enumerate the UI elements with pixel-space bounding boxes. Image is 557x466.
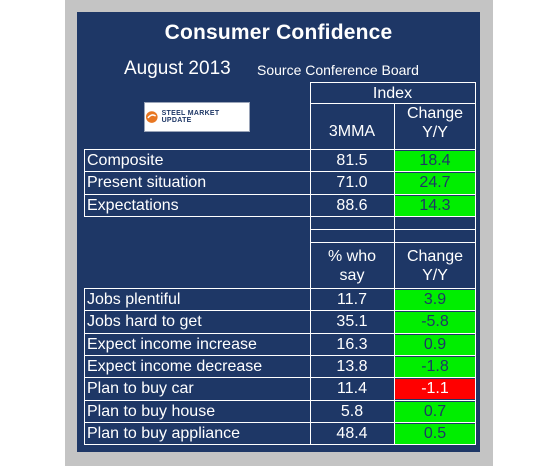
row-change: 0.9 [395, 334, 475, 355]
row-label: Jobs hard to get [87, 313, 202, 331]
row-label: Plan to buy car [87, 380, 194, 398]
grid-hline [84, 354, 475, 356]
row-label: Present situation [87, 174, 207, 192]
row-value: 16.3 [336, 335, 368, 353]
row-change: 24.7 [395, 173, 475, 194]
grid-vline [394, 103, 395, 217]
grid-hline [84, 171, 475, 173]
grid-hline [84, 421, 475, 423]
row-value: 5.8 [340, 402, 364, 420]
col-value-header-2: % who say [327, 248, 377, 284]
chart-date: August 2013 [124, 58, 231, 79]
row-label: Expect income decrease [87, 357, 263, 375]
row-label: Expectations [87, 196, 179, 214]
col-value-header-1: 3MMA [328, 123, 376, 140]
grid-hline [84, 215, 475, 217]
col-change-header-1: Change Y/Y [406, 105, 464, 141]
grid-hline [310, 103, 475, 104]
row-value: 11.4 [337, 380, 367, 398]
row-label: Composite [87, 152, 164, 169]
row-change: 0.7 [395, 401, 475, 422]
grid-hline [310, 242, 475, 243]
grid-hline [310, 228, 475, 230]
row-value: 35.1 [336, 313, 368, 331]
col-change-header-2: Change Y/Y [406, 248, 464, 284]
row-change: 14.3 [395, 195, 475, 216]
grid-vline [84, 288, 85, 446]
row-value: 11.7 [337, 291, 367, 308]
row-change: 18.4 [395, 151, 475, 172]
confidence-panel: Consumer Confidence August 2013 Source C… [77, 12, 480, 452]
grid-hline [84, 444, 475, 446]
grid-hline [84, 332, 475, 334]
grid-hline [84, 288, 475, 289]
row-change: 0.5 [395, 423, 475, 445]
grid-hline [84, 310, 475, 312]
grid-hline [84, 399, 475, 401]
grid-hline [84, 377, 475, 379]
row-label: Expect income increase [87, 335, 257, 353]
logo-text: STEEL MARKET UPDATE [161, 110, 220, 124]
row-change: -1.1 [395, 379, 475, 400]
chart-title: Consumer Confidence [164, 21, 393, 44]
row-change: 3.9 [395, 290, 475, 311]
row-label: Jobs plentiful [87, 291, 181, 308]
row-label: Plan to buy appliance [87, 424, 240, 442]
grid-vline [310, 216, 311, 446]
grid-vline [475, 82, 476, 217]
grid-vline [475, 216, 476, 446]
row-value: 71.0 [336, 174, 368, 192]
grid-hline [84, 193, 475, 195]
row-value: 13.8 [336, 357, 368, 375]
grid-vline [394, 216, 395, 446]
row-value: 81.5 [336, 152, 368, 169]
grid-vline [310, 82, 311, 217]
chart-source: Source Conference Board [257, 62, 419, 78]
steel-market-update-logo: STEEL MARKET UPDATE [144, 102, 250, 132]
grid-hline [310, 82, 475, 83]
row-value: 48.4 [336, 424, 368, 442]
index-header: Index [372, 85, 413, 102]
row-change: -5.8 [395, 312, 475, 333]
row-value: 88.6 [336, 196, 368, 214]
logo-mark-icon [145, 111, 158, 123]
row-label: Plan to buy house [87, 402, 216, 420]
row-change: -1.8 [395, 356, 475, 378]
grid-hline [84, 149, 475, 150]
grid-vline [84, 149, 85, 217]
